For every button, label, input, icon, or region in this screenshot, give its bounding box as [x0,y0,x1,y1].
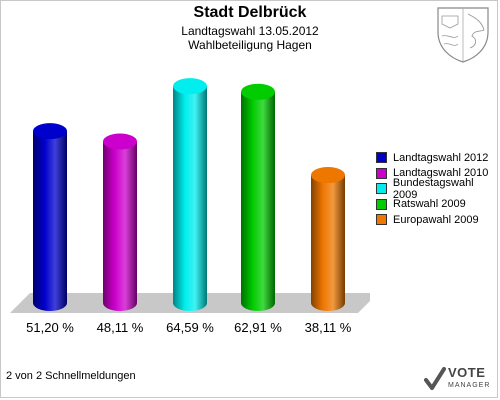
bar-top-3 [173,78,207,95]
bar-top-2 [103,133,137,150]
legend-swatch [376,214,387,226]
bar-body-3 [173,86,207,311]
legend-swatch [376,167,387,179]
vote-manager-logo: VOTE MANAGER [424,366,496,396]
legend-label: Landtagswahl 2012 [393,151,489,164]
bar-5 [311,167,345,311]
legend-label: Europawahl 2009 [393,213,479,226]
bar-top-4 [241,83,275,100]
legend-item-5: Europawahl 2009 [376,212,500,228]
legend-item-1: Landtagswahl 2012 [376,150,500,166]
legend-swatch [376,183,387,195]
bar-1 [33,123,67,311]
legend-item-2: Landtagswahl 2010 [376,166,500,182]
bar-body-2 [103,141,137,311]
logo-text-manager: MANAGER [448,382,491,389]
logo-text-vote: VOTE [448,365,486,380]
bar-body-1 [33,131,67,311]
legend-swatch [376,198,387,210]
chart-subtitle-election: Landtagswahl 13.05.2012 [181,24,319,38]
legend-item-3: Bundestagswahl 2009 [376,177,500,201]
bar-3 [173,78,207,311]
bar-4 [241,83,275,311]
legend-swatch [376,152,387,164]
coat-of-arms-icon [437,7,489,63]
legend-label: Ratswahl 2009 [393,198,466,211]
value-label-5: 38,11 % [305,320,352,335]
legend-item-4: Ratswahl 2009 [376,197,500,213]
checkmark-icon [424,367,446,390]
value-label-1: 51,20 % [26,320,74,335]
legend-label: Bundestagswahl 2009 [392,176,474,201]
chart-subtitle-turnout: Wahlbeteiligung Hagen [188,38,312,52]
chart-legend: Landtagswahl 2012 Landtagswahl 2010 Bundes… [376,150,500,228]
value-label-4: 62,91 % [234,320,282,335]
bar-top-5 [311,167,345,184]
bar-body-5 [311,175,345,311]
value-label-2: 48,11 % [97,320,144,335]
bar-body-4 [241,91,275,311]
footer-note: 2 von 2 Schnellmeldungen [6,370,136,382]
bar-2 [103,133,137,311]
bar-top-1 [33,123,67,140]
bar-chart: 51,20 % 48,11 % 64,59 % 62,91 % 38,11 % [10,78,370,335]
legend-label: Landtagswahl 2010 [393,167,489,180]
chart-title: Stadt Delbrück [193,4,307,21]
value-label-3: 64,59 % [166,320,214,335]
